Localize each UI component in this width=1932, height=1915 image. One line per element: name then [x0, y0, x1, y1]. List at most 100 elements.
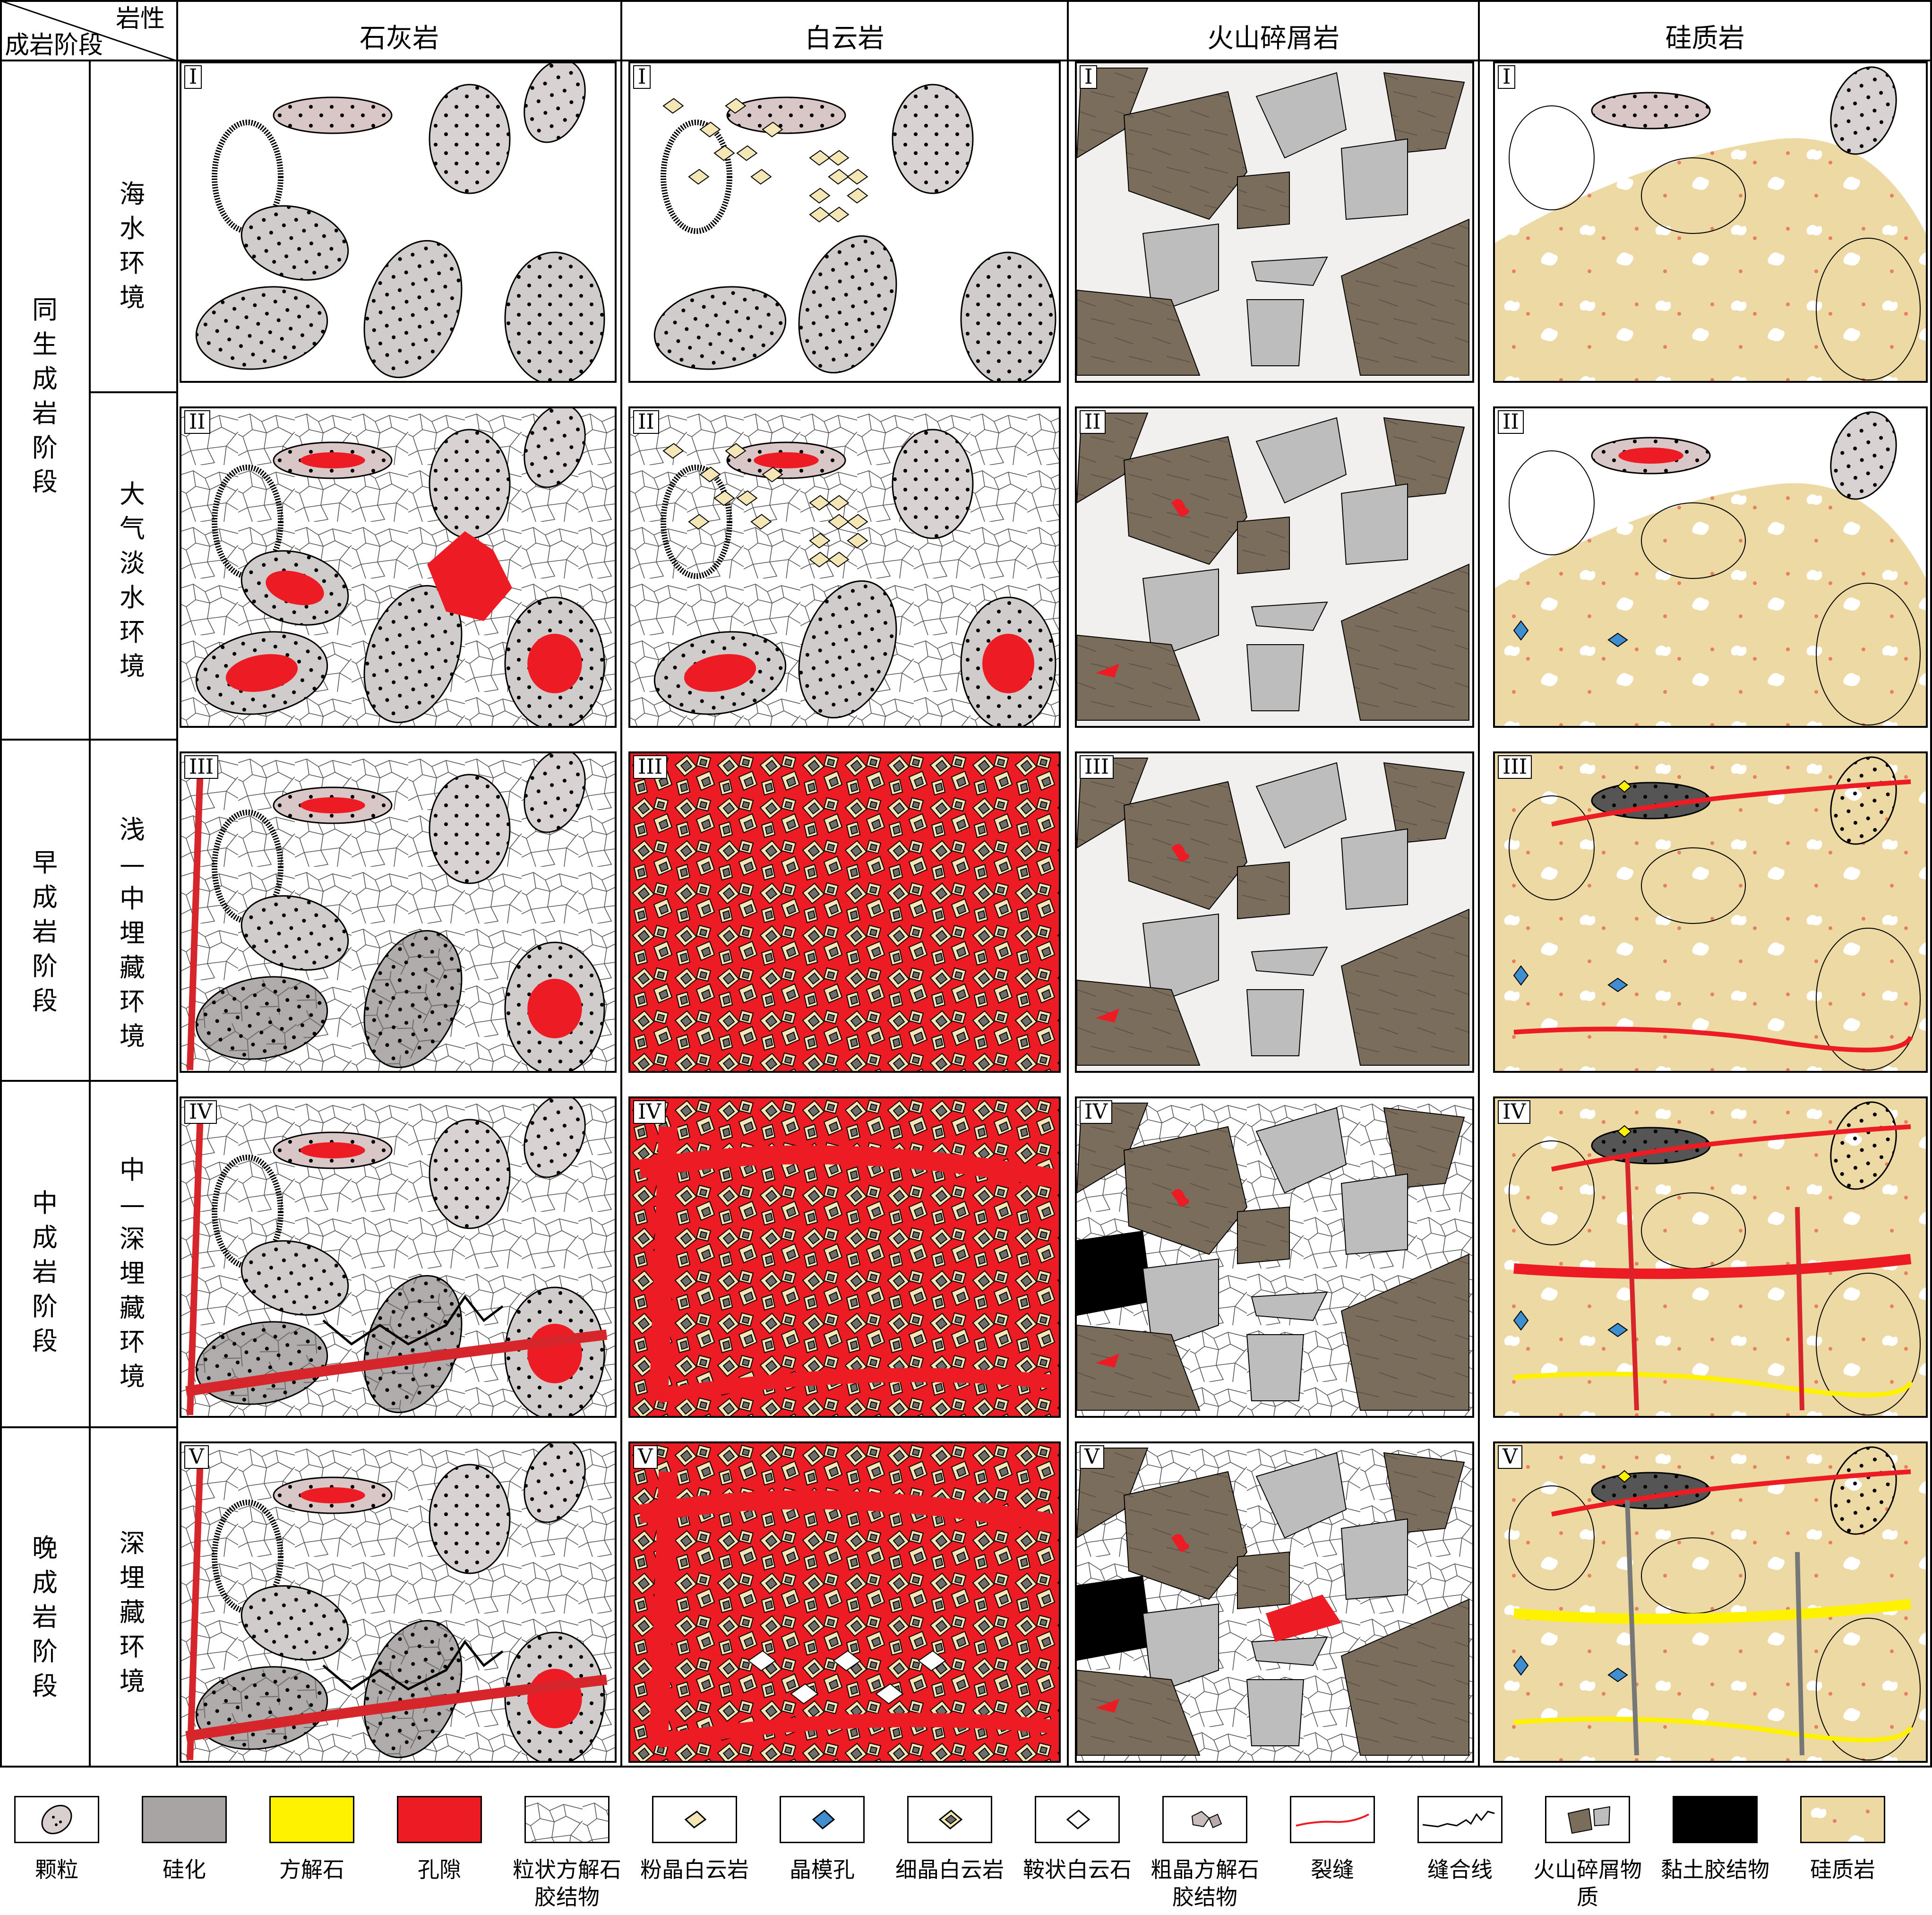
legend-item-stylolite: 缝合线: [1406, 1796, 1514, 1884]
dolomite-rhomb: [847, 533, 868, 549]
grain: [240, 205, 349, 281]
pore: [300, 452, 365, 469]
panel-illustration: [1495, 1443, 1926, 1761]
crystal-mold-pore-icon: [780, 1796, 865, 1843]
grain: [273, 1476, 393, 1514]
fracture: [1551, 779, 1911, 827]
calcite: [1617, 1125, 1632, 1138]
volcanic-clast: [1237, 516, 1290, 575]
dolomite-rhomb: [809, 533, 831, 549]
panel-dolomite-stage-3: III: [628, 751, 1061, 1073]
legend-item-crystal-mold-pore: 晶模孔: [768, 1796, 876, 1884]
volcanic-clast: [1123, 781, 1248, 910]
grain: [524, 1443, 586, 1523]
grain: [524, 753, 586, 833]
legend-label: 火山碎屑物质: [1533, 1857, 1642, 1910]
granular-calcite-cement-icon: [524, 1796, 610, 1843]
pore: [1171, 844, 1189, 862]
panel-illustration: [181, 753, 615, 1071]
volcanic-clast: [1237, 1206, 1290, 1265]
chert-matrix: [1495, 138, 1926, 381]
corner-stage: 成岩阶段: [5, 31, 103, 60]
volcanic-clast: [1142, 1258, 1219, 1350]
grain: [653, 286, 787, 370]
legend-item-saddle-dolomite: 鞍状白云石: [1023, 1796, 1132, 1884]
silt-dolomite-icon: [652, 1796, 737, 1843]
dolomite-rhomb: [828, 169, 850, 185]
grain: [240, 1585, 349, 1661]
legend-label: 方解石: [279, 1857, 344, 1882]
fracture: [187, 767, 204, 1070]
volcanic-clast: [1251, 946, 1328, 976]
volcanic-clast: [1255, 417, 1347, 504]
legend-label: 裂缝: [1311, 1857, 1354, 1882]
grain-icon: [14, 1796, 99, 1843]
dolomite-rhomb: [790, 1683, 819, 1705]
volcanic-clast: [1383, 72, 1465, 154]
panel-illustration: [181, 408, 615, 726]
clay-cement: [1077, 1231, 1152, 1316]
panel-illustration: [630, 408, 1059, 726]
dolomite-rhomb: [688, 514, 710, 530]
grain: [504, 941, 605, 1071]
pore: [982, 634, 1034, 693]
fracture: [657, 1713, 1056, 1748]
legend-label: 细晶白云岩: [895, 1857, 1004, 1882]
grain: [524, 1098, 586, 1178]
fracture: [1513, 1372, 1913, 1397]
saddle-dolomite-icon: [1035, 1796, 1120, 1843]
dolomite-rhomb: [699, 466, 721, 483]
fine-dolomite-icon: [907, 1796, 992, 1843]
fracture: [1795, 1207, 1804, 1411]
fracture-icon: [1290, 1796, 1375, 1843]
grain: [195, 286, 328, 370]
volcanic-clast: [1251, 256, 1328, 286]
panel-chert-stage-4: IV: [1493, 1096, 1928, 1418]
legend-label: 孔隙: [418, 1857, 461, 1882]
panel-illustration: [630, 753, 1059, 1071]
legend-label: 粗晶方解石胶结物: [1151, 1857, 1259, 1910]
grain: [504, 1286, 605, 1416]
corner-lithology: 岩性: [116, 5, 165, 33]
volcanic-clast: [1340, 1253, 1469, 1411]
pore: [300, 1487, 365, 1504]
panel-numeral: III: [633, 755, 668, 779]
legend-item-calcite: 方解石: [258, 1796, 366, 1884]
panel-numeral: IV: [633, 1100, 666, 1124]
volcanic-clast: [1255, 1107, 1347, 1194]
grain: [240, 1240, 349, 1316]
grain: [240, 895, 349, 971]
panel-numeral: I: [633, 65, 651, 89]
panel-illustration: [630, 1098, 1059, 1416]
grain: [960, 251, 1056, 381]
legend-item-granular-cement: 粒状方解石胶结物: [513, 1796, 621, 1911]
grain: [273, 786, 393, 824]
panel-illustration: [1495, 753, 1926, 1071]
volcanic-clast: [1340, 1598, 1469, 1756]
panel-numeral: IV: [184, 1100, 217, 1124]
crystal-mold-pore: [1607, 1322, 1628, 1337]
panel-limestone-stage-5: V: [180, 1441, 617, 1763]
table-grid: [0, 0, 1932, 1768]
grain: [1830, 756, 1897, 845]
volcanic-clast: [1142, 1603, 1219, 1695]
pore: [1171, 1534, 1189, 1552]
volcanic-clast: [1383, 762, 1465, 844]
legend-label: 粒状方解石胶结物: [513, 1857, 621, 1910]
panel-volcanic-stage-2: II: [1075, 406, 1474, 728]
fracture: [187, 1457, 204, 1760]
chert-swatch: [1800, 1796, 1885, 1843]
calcite: [1617, 1470, 1632, 1483]
panel-numeral: I: [1080, 65, 1098, 89]
fracture: [638, 1145, 1057, 1188]
dolomite-rhomb: [662, 443, 684, 459]
fracture: [657, 1368, 1056, 1403]
pore-swatch: [397, 1796, 482, 1843]
pore: [527, 1669, 582, 1728]
panel-numeral: III: [184, 755, 219, 779]
stage-label-syndiagenetic: 同生成岩阶段: [32, 295, 58, 497]
volcanic-clast: [1077, 1103, 1149, 1194]
panel-limestone-stage-4: IV: [180, 1096, 617, 1418]
grain: [1830, 66, 1897, 155]
volcanic-clast: [1142, 913, 1219, 1005]
